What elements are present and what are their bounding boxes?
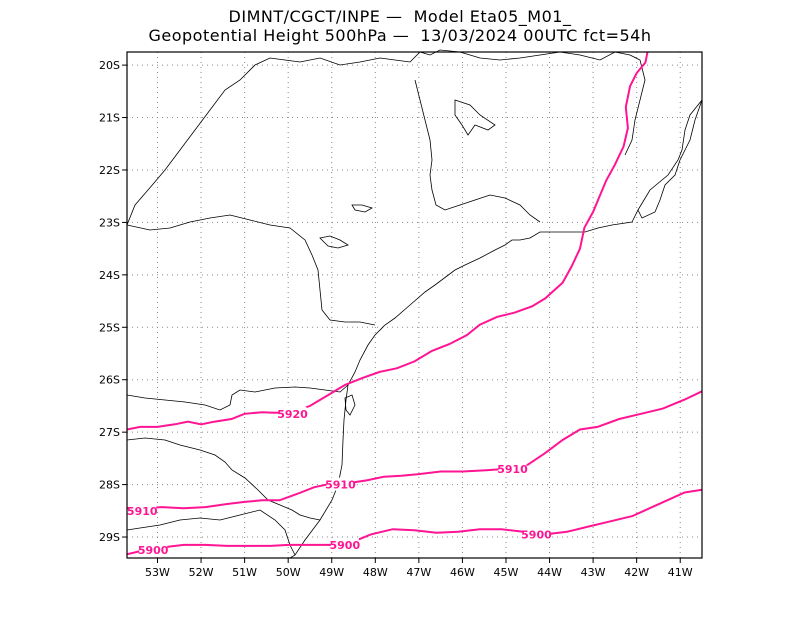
contour-lines [126,51,703,556]
state-border-sp [126,214,376,326]
x-tick-label: 49W [319,566,344,579]
contour-label-background [522,527,551,541]
contour-labels: 5920 5910 5910 5910 5900 5900 5900 [127,406,552,557]
y-tick-labels: 20S 21S 22S 23S 24S 25S 26S 27S 28S 29S [99,59,127,544]
contour-label-background [278,406,307,420]
island-coast [344,394,356,416]
country-border-west [126,509,296,556]
x-tick-label: 51W [232,566,257,579]
contour-label-background [326,477,355,491]
y-tick-label: 23S [99,216,120,229]
x-tick-label: 41W [668,566,693,579]
lake-1 [454,99,496,136]
y-tick-label: 24S [99,269,120,282]
lake-3 [351,204,374,213]
contour-label-5920: 5920 [277,408,308,421]
y-tick-label: 27S [99,426,120,439]
x-tick-label: 42W [624,566,649,579]
plot-frame [126,51,703,559]
x-tick-label: 52W [189,566,214,579]
coastline-and-borders [126,49,703,559]
contour-label-5910: 5910 [127,505,158,518]
x-tick-label: 53W [145,566,170,579]
y-tick-label: 22S [99,164,120,177]
x-tick-label: 44W [537,566,562,579]
y-tick-label: 21S [99,112,120,125]
y-tick-label: 20S [99,59,120,72]
chart-title-line-2: Geopotential Height 500hPa — 13/03/2024 … [148,26,652,45]
coastline [289,99,703,559]
x-tick-label: 45W [494,566,519,579]
x-tick-label: 43W [581,566,606,579]
contour-label-5900: 5900 [138,544,169,557]
y-tick-label: 29S [99,531,120,544]
contour-label-background [498,461,527,475]
state-border-pr-sc [126,384,349,411]
contour-label-5910: 5910 [325,479,356,492]
contour-label-background [330,537,359,551]
contour-line-5910 [127,390,703,510]
contour-label-5910: 5910 [497,463,528,476]
x-tick-label: 47W [406,566,431,579]
y-tick-label: 25S [99,321,120,334]
state-border-es [637,99,703,219]
contour-line-5900 [126,488,703,556]
contour-label-5900: 5900 [521,528,552,541]
state-border-sc-rs [126,437,321,521]
contour-label-background [139,543,168,557]
lake-2 [319,235,349,249]
x-tick-label: 48W [363,566,388,579]
x-tick-label: 46W [450,566,475,579]
contour-line-5920 [126,51,649,431]
grid-lines [127,52,702,558]
y-tick-label: 28S [99,479,120,492]
y-tick-label: 26S [99,374,120,387]
state-border-sp-mg [414,79,541,223]
state-border-mg [126,49,646,226]
contour-label-5900: 5900 [329,539,360,552]
contour-label-background [128,503,157,517]
x-tick-label: 50W [276,566,301,579]
chart-title-line-1: DIMNT/CGCT/INPE — Model Eta05_M01_ [228,7,572,26]
x-tick-labels: 53W 52W 51W 50W 49W 48W 47W 46W 45W 44W 43W 42W 41W [145,558,693,579]
